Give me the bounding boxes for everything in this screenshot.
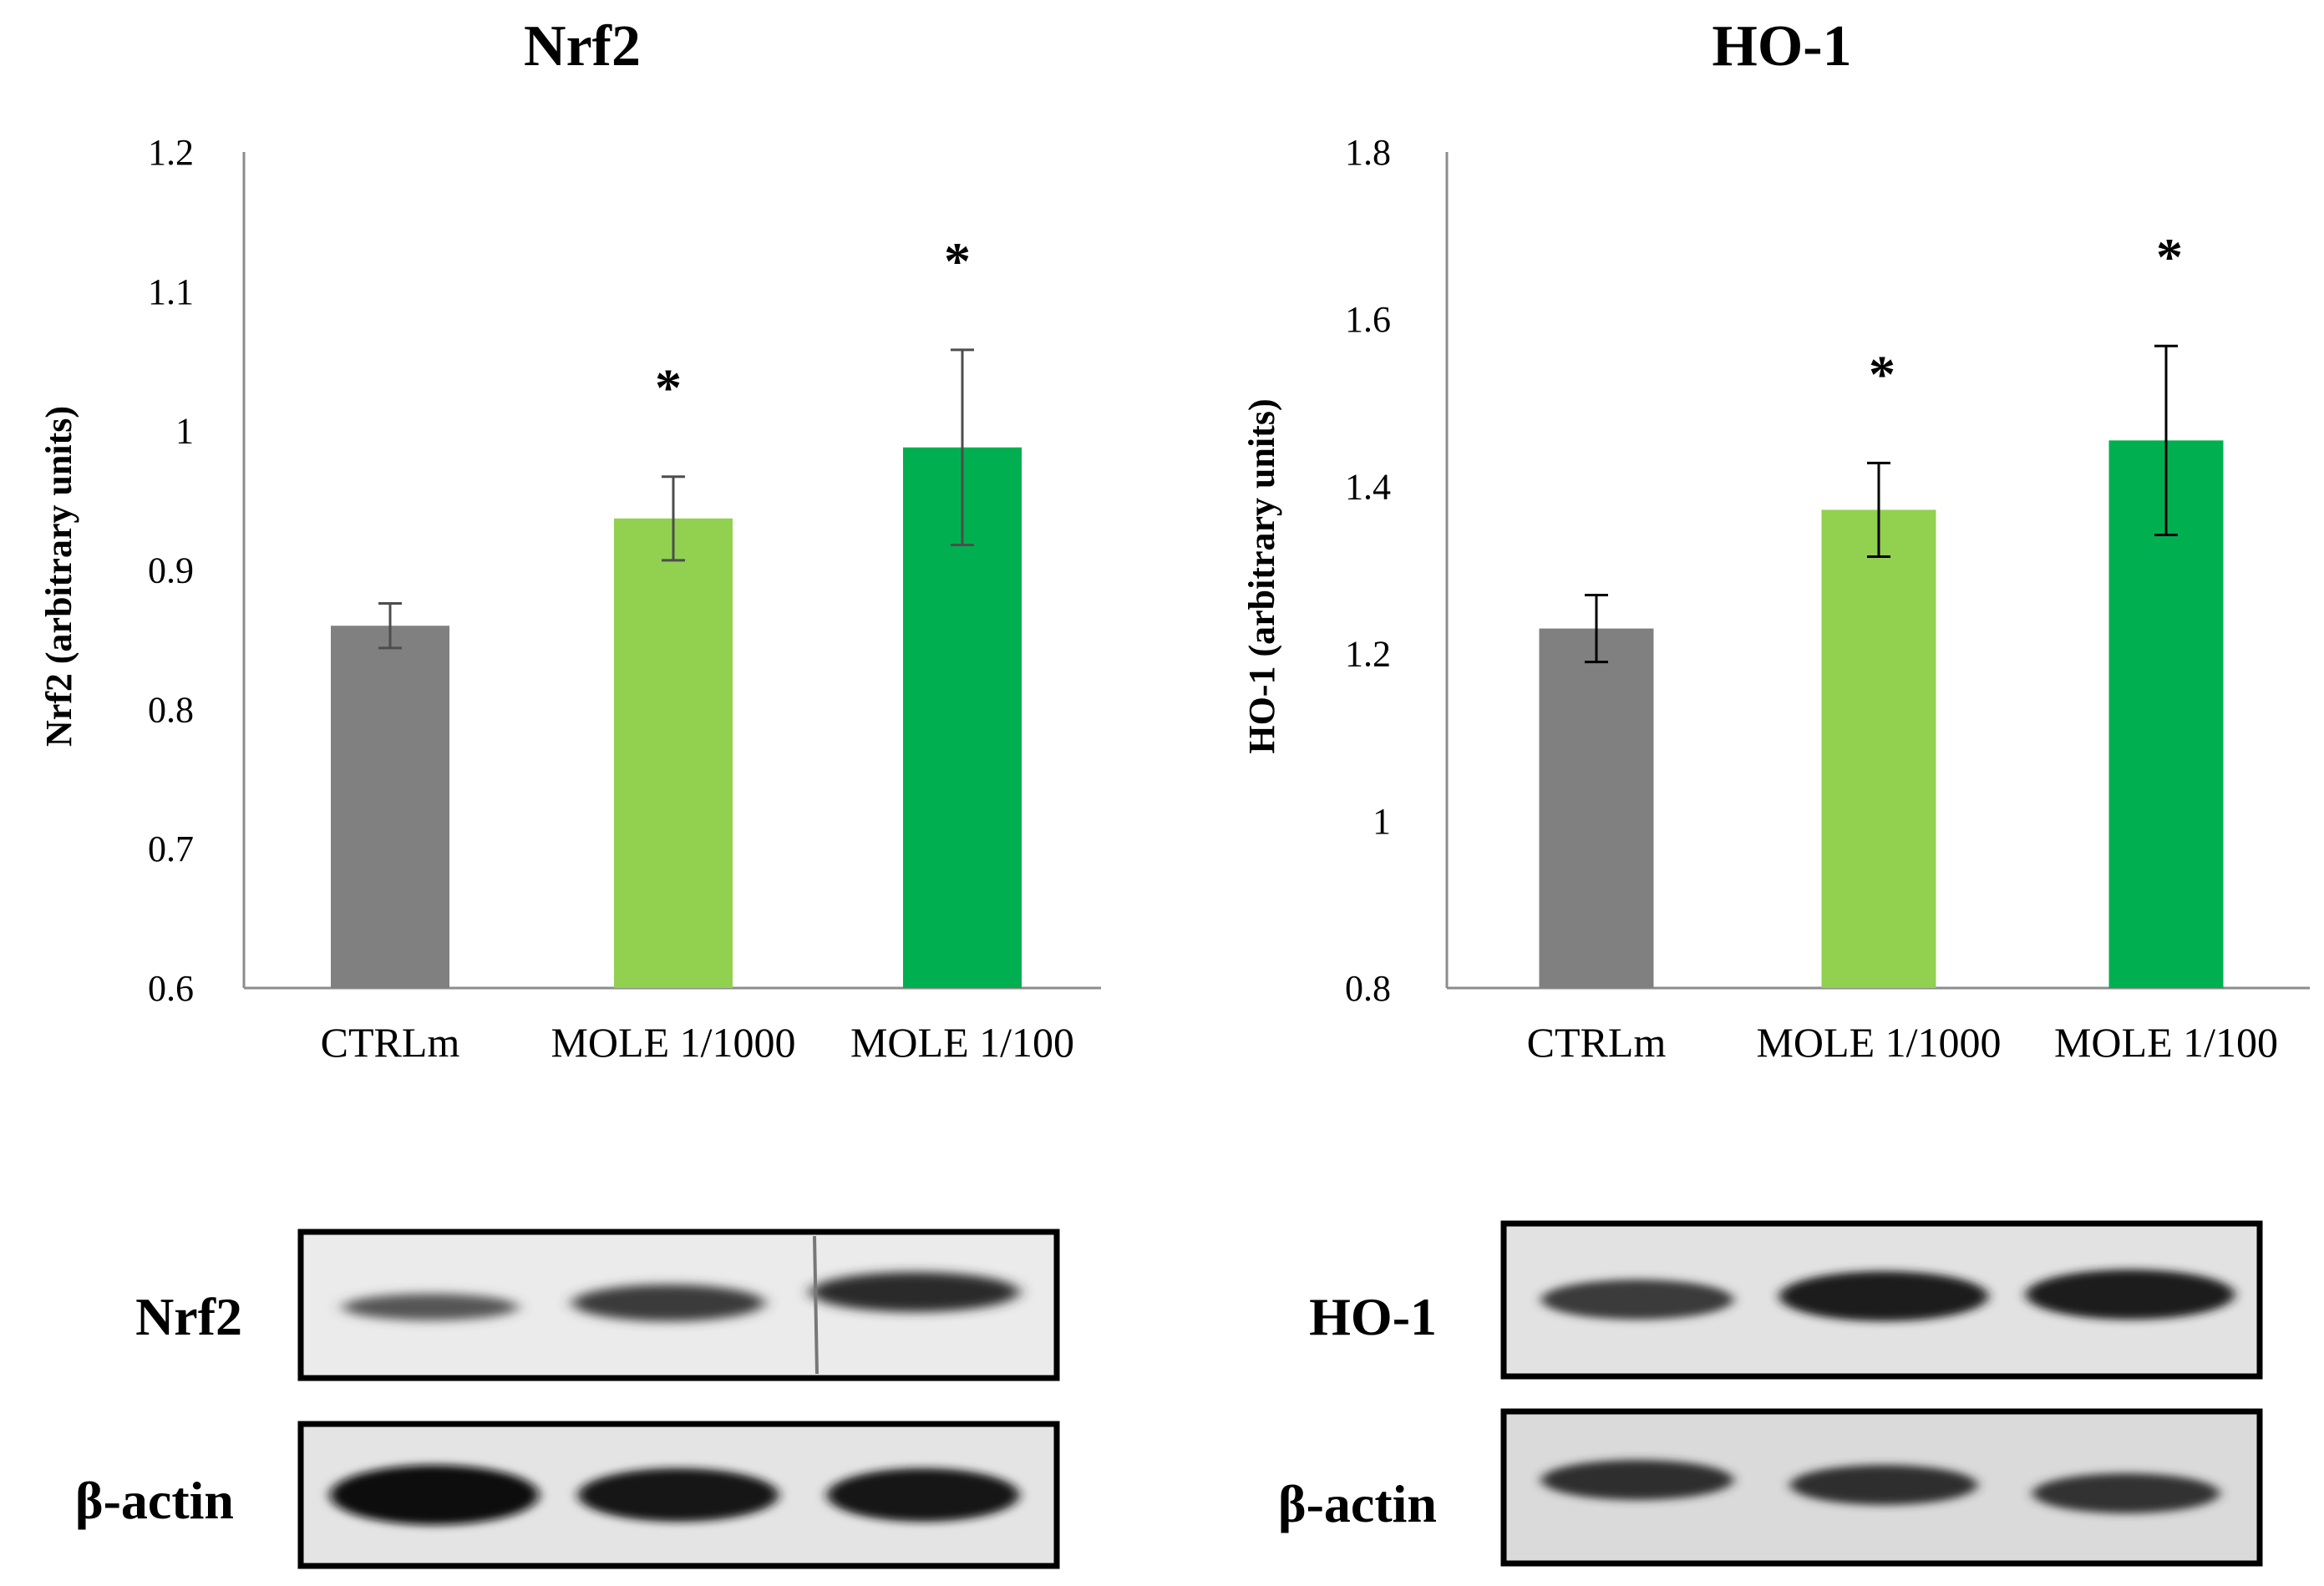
nrf2-y-tick-label: 0.6 <box>148 968 194 1009</box>
nrf2-significance-star: * <box>944 231 971 291</box>
ho1-bar <box>1539 628 1654 988</box>
nrf2-y-tick-label: 0.7 <box>148 828 194 869</box>
ho1-y-tick-label: 0.8 <box>1345 968 1391 1009</box>
ho1-y-tick-label: 1.4 <box>1345 466 1391 507</box>
nrf2-significance-star: * <box>655 358 682 418</box>
nrf2-y-tick-label: 0.8 <box>148 689 194 730</box>
ho1-blot-label: HO-1 <box>1309 1287 1437 1346</box>
nrf2-y-tick-label: 1.1 <box>148 271 194 312</box>
nrf2-plot-area: 0.6 0.7 0.8 0.9 1 1.1 1.2 CTRLm * MOLE 1/1000 * MOL… <box>148 132 1101 1066</box>
ho1-blot-membrane <box>1500 1220 2263 1380</box>
nrf2-bar <box>614 518 733 988</box>
ho1-error-bar <box>2154 344 2178 536</box>
nrf2-chart: Nrf2 Nrf2 (arbitrary units) 0.6 0.7 0.8 0.9… <box>38 14 1101 1066</box>
nrf2-category-label: MOLE 1/100 <box>850 1019 1074 1066</box>
ho1-category-label: MOLE 1/1000 <box>1756 1019 2001 1066</box>
ho1-chart-title: HO-1 <box>1712 14 1851 79</box>
nrf2-blot-actin-label: β-actin <box>75 1471 234 1530</box>
ho1-category-label: MOLE 1/100 <box>2054 1019 2278 1066</box>
nrf2-category-label: MOLE 1/1000 <box>551 1019 795 1066</box>
ho1-actin-blot-membrane <box>1500 1408 2263 1567</box>
ho1-bar <box>1821 509 1936 988</box>
nrf2-category-label: CTRLm <box>321 1019 460 1066</box>
ho1-y-tick-label: 1 <box>1373 801 1391 842</box>
ho1-significance-star: * <box>1869 344 1895 403</box>
ho1-plot-area: 0.8 1 1.2 1.4 1.6 1.8 CTRLm * MOLE 1/1000 * MOLE 1… <box>1345 132 2310 1066</box>
ho1-error-bar <box>1585 594 1608 664</box>
nrf2-bar <box>331 626 449 988</box>
nrf2-actin-blot-membrane <box>297 1421 1060 1569</box>
nrf2-blot-membrane <box>297 1229 1060 1381</box>
nrf2-error-bar <box>662 475 685 562</box>
ho1-chart: HO-1 HO-1 (arbitrary units) 0.8 1 1.2 1.4 1.… <box>1241 14 2310 1066</box>
nrf2-y-tick-label: 1 <box>175 411 194 452</box>
ho1-y-tick-label: 1.2 <box>1345 634 1391 675</box>
nrf2-y-tick-label: 1.2 <box>148 132 194 173</box>
nrf2-error-bar <box>951 348 974 546</box>
nrf2-y-axis-label: Nrf2 (arbitrary units) <box>38 406 79 747</box>
nrf2-error-bar <box>378 602 402 650</box>
ho1-blot-actin-label: β-actin <box>1278 1474 1437 1533</box>
nrf2-y-tick-label: 0.9 <box>148 550 194 591</box>
ho1-significance-star: * <box>2156 227 2183 286</box>
ho1-y-tick-label: 1.8 <box>1345 132 1391 173</box>
ho1-y-axis-label: HO-1 (arbitrary units) <box>1241 398 1282 753</box>
ho1-blot-panel: HO-1 β-actin <box>1278 1220 2263 1567</box>
ho1-error-bar <box>1867 461 1890 558</box>
nrf2-chart-title: Nrf2 <box>524 14 641 79</box>
nrf2-blot-label: Nrf2 <box>135 1287 242 1346</box>
ho1-y-tick-label: 1.6 <box>1345 299 1391 340</box>
nrf2-blot-panel: Nrf2 β-actin <box>75 1229 1060 1569</box>
ho1-category-label: CTRLm <box>1527 1019 1667 1066</box>
